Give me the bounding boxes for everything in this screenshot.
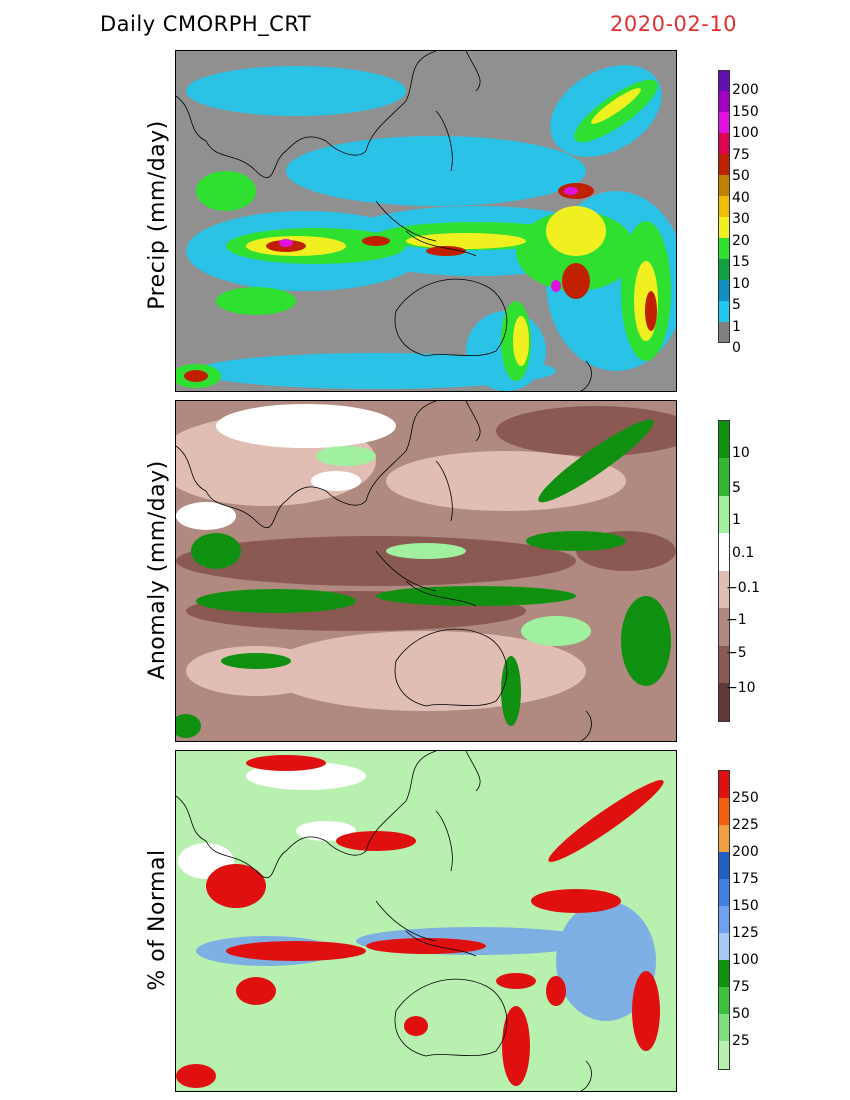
date-label: 2020-02-10 (610, 12, 738, 36)
precip-map (175, 50, 677, 392)
anomaly-colorbar (718, 420, 730, 722)
precip-tick-40: 40 (732, 190, 750, 206)
precip-tick-15: 15 (732, 254, 750, 270)
product-title: Daily CMORPH_CRT (100, 12, 312, 36)
percent-tick-50: 50 (732, 1006, 750, 1022)
percent-tick-150: 150 (732, 898, 759, 914)
anomaly-tick-neg5: −5 (726, 645, 747, 661)
percent-tick-200: 200 (732, 844, 759, 860)
anomaly-tick-neg1: −1 (726, 612, 747, 628)
percent-ylabel: % of Normal (145, 849, 170, 991)
precip-tick-20: 20 (732, 233, 750, 249)
anomaly-tick-neg0_1: −0.1 (726, 580, 760, 596)
precip-tick-30: 30 (732, 211, 750, 227)
precip-colorbar (718, 70, 730, 343)
precip-tick-150: 150 (732, 104, 759, 120)
precip-tick-200: 200 (732, 82, 759, 98)
anomaly-ylabel: Anomaly (mm/day) (145, 460, 170, 680)
precip-tick-100: 100 (732, 125, 759, 141)
percent-map (175, 750, 677, 1092)
anomaly-tick-1: 1 (732, 512, 741, 528)
percent-tick-225: 225 (732, 817, 759, 833)
precip-tick-0: 0 (732, 340, 741, 356)
percent-tick-175: 175 (732, 871, 759, 887)
precip-tick-10: 10 (732, 276, 750, 292)
anomaly-map (175, 400, 677, 742)
percent-tick-125: 125 (732, 925, 759, 941)
precip-ylabel: Precip (mm/day) (145, 120, 170, 310)
precip-tick-5: 5 (732, 297, 741, 313)
anomaly-tick-10: 10 (732, 445, 750, 461)
precip-tick-75: 75 (732, 147, 750, 163)
anomaly-tick-0_1: 0.1 (732, 545, 755, 561)
percent-tick-250: 250 (732, 790, 759, 806)
precip-tick-50: 50 (732, 168, 750, 184)
percent-tick-100: 100 (732, 952, 759, 968)
anomaly-tick-neg10: −10 (726, 680, 756, 696)
anomaly-tick-5: 5 (732, 480, 741, 496)
percent-tick-75: 75 (732, 979, 750, 995)
percent-tick-25: 25 (732, 1033, 750, 1049)
precip-tick-1: 1 (732, 319, 741, 335)
percent-colorbar (718, 770, 730, 1070)
